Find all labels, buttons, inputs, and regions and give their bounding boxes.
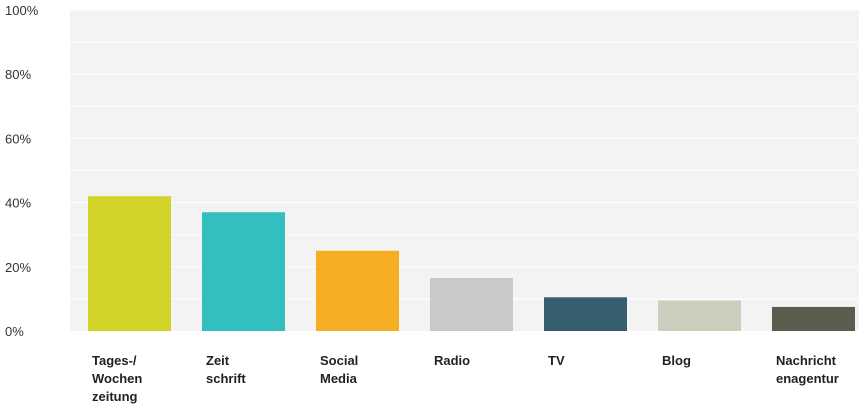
- bars: [88, 196, 855, 331]
- bar: [88, 196, 171, 331]
- x-tick-label-line: Social: [320, 353, 358, 368]
- y-tick-label: 100%: [5, 3, 39, 18]
- x-tick-label-line: Nachricht: [776, 353, 837, 368]
- x-tick-label: Radio: [434, 353, 470, 368]
- x-tick-label: TV: [548, 353, 565, 368]
- y-tick-label: 60%: [5, 131, 31, 146]
- bar: [772, 306, 855, 331]
- x-tick-label-line: Blog: [662, 353, 691, 368]
- y-tick-label: 80%: [5, 67, 31, 82]
- y-tick-label: 0%: [5, 324, 24, 339]
- x-tick-label-line: Tages-/: [92, 353, 137, 368]
- bar: [430, 278, 513, 331]
- x-tick-label-line: zeitung: [92, 389, 138, 404]
- x-tick-label: Social Media: [320, 353, 358, 386]
- bar: [202, 212, 285, 331]
- y-tick-label: 20%: [5, 260, 31, 275]
- x-tick-label: Nachricht enagentur: [776, 353, 839, 386]
- gridlines: [70, 9, 859, 300]
- y-axis: 0% 20% 40% 60% 80% 100%: [5, 3, 39, 339]
- x-tick-label: Tages-/ Wochen zeitung: [92, 353, 142, 404]
- x-tick-label-line: TV: [548, 353, 565, 368]
- y-tick-label: 40%: [5, 196, 31, 211]
- x-axis: Tages-/ Wochen zeitung Zeit schrift Social Med…: [92, 353, 839, 404]
- bar: [658, 300, 741, 331]
- bar: [316, 250, 399, 331]
- x-tick-label-line: Zeit: [206, 353, 230, 368]
- x-tick-label: Blog: [662, 353, 691, 368]
- x-tick-label-line: Radio: [434, 353, 470, 368]
- x-tick-label-line: schrift: [206, 371, 246, 386]
- x-tick-label-line: Media: [320, 371, 358, 386]
- x-tick-label-line: enagentur: [776, 371, 839, 386]
- x-tick-label-line: Wochen: [92, 371, 142, 386]
- x-tick-label: Zeit schrift: [206, 353, 246, 386]
- bar: [544, 297, 627, 331]
